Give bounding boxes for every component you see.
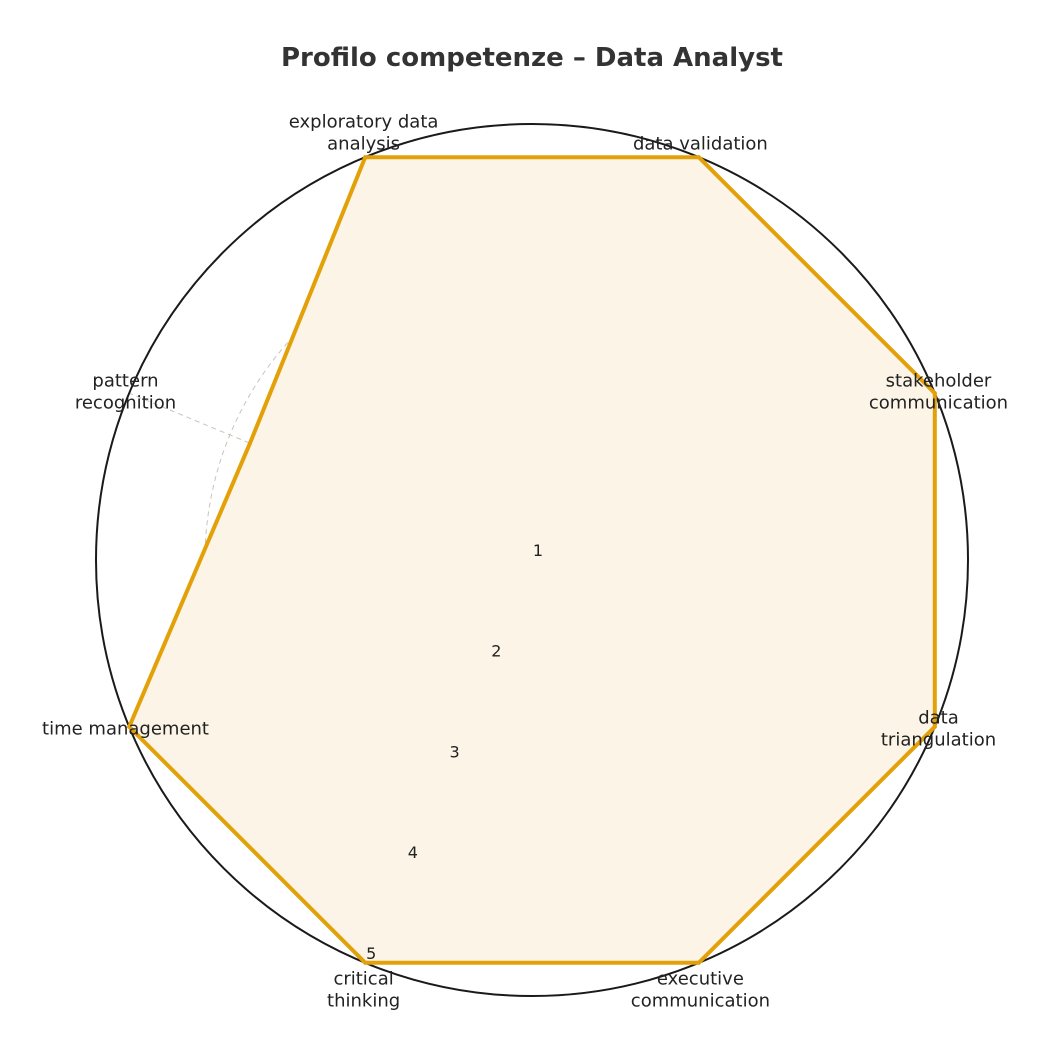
series-point — [127, 724, 132, 729]
radial-tick-label: 3 — [450, 742, 460, 761]
axis-label: time management — [42, 718, 209, 739]
series-point — [363, 960, 368, 965]
series-area — [129, 157, 935, 963]
axis-label-layer: data validation stakeholder communication d… — [42, 112, 1008, 1012]
axis-label: critical thinking — [327, 969, 400, 1012]
chart-title: Profilo competenze – Data Analyst — [281, 43, 783, 73]
radial-tick-label: 2 — [491, 642, 501, 661]
axis-label: data triangulation — [881, 707, 996, 750]
series-point — [248, 441, 252, 446]
series-point — [696, 155, 701, 160]
tick-layer: 1 2 3 4 5 — [366, 541, 543, 963]
axis-label: exploratory data analysis — [289, 112, 439, 155]
series-layer — [126, 155, 937, 965]
axis-label: pattern recognition — [75, 371, 176, 414]
series-point — [363, 155, 368, 160]
axis-label: executive communication — [631, 969, 770, 1012]
series-point — [696, 960, 701, 965]
radial-tick-label: 5 — [366, 944, 376, 963]
series-point — [932, 391, 937, 396]
axis-label: data validation — [633, 134, 768, 155]
axis-label: stakeholder communication — [869, 371, 1008, 414]
radial-tick-label: 4 — [408, 843, 418, 862]
radial-tick-label: 1 — [533, 541, 543, 560]
outer-frame — [95, 123, 969, 997]
series-point — [932, 724, 937, 729]
